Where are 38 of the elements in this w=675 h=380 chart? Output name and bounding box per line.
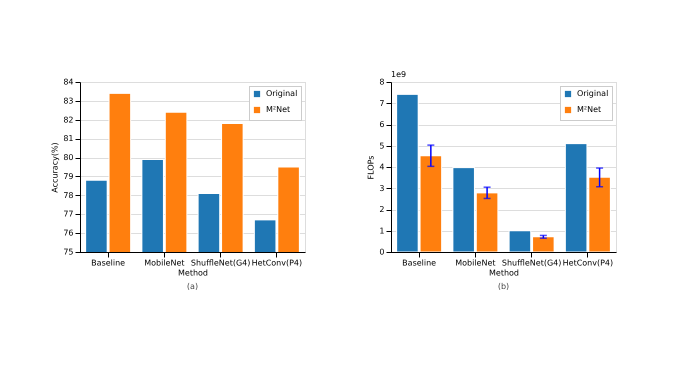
y-tick-label: 6 [379,120,384,129]
y-tick-label: 82 [63,115,74,124]
y-tick-label: 3 [379,184,384,193]
legend-label: Original [266,89,298,98]
y-tick-label: 84 [63,78,74,86]
x-tick-label: HetConv(P4) [562,258,614,268]
y-tick-label: 80 [63,153,74,162]
text: 1e9 [391,70,406,79]
y-tick-label: 79 [63,172,74,181]
y-tick-label: 7 [379,98,384,108]
y-tick-label: 77 [63,210,74,219]
x-tick-label: Baseline [402,258,436,268]
x-tick-label: HetConv(P4) [252,258,302,268]
x-tick-label: MobileNet [144,258,185,268]
legend-label: M²Net [577,105,602,114]
y-tick-label: 2 [379,205,384,214]
y-tick-label: 0 [379,248,384,256]
y-tick-label: 1 [379,226,384,236]
text: (b) [498,282,510,291]
y-axis-title: FLOPs [366,156,376,180]
y-axis-title: Accuracy(%) [50,142,60,193]
x-tick-label: ShuffleNet(G4) [190,258,250,268]
text: (a) [186,282,198,291]
y-tick-label: 75 [63,248,74,256]
y-tick-label: 78 [63,190,74,200]
y-tick-label: 5 [379,141,384,150]
x-tick-label: Baseline [91,258,126,268]
x-tick-label: ShuffleNet(G4) [502,258,562,268]
y-tick-label: 8 [379,78,384,86]
legend-label: Original [577,89,608,98]
y-tick-label: 76 [63,228,74,238]
x-tick-label: MobileNet [455,258,496,268]
y-tick-label: 4 [379,162,384,172]
x-axis-title: Method [178,268,208,278]
x-axis-title: Method [488,268,520,278]
y-tick-label: 83 [63,96,74,106]
legend-label: M²Net [266,105,290,114]
y-tick-label: 81 [63,134,74,144]
